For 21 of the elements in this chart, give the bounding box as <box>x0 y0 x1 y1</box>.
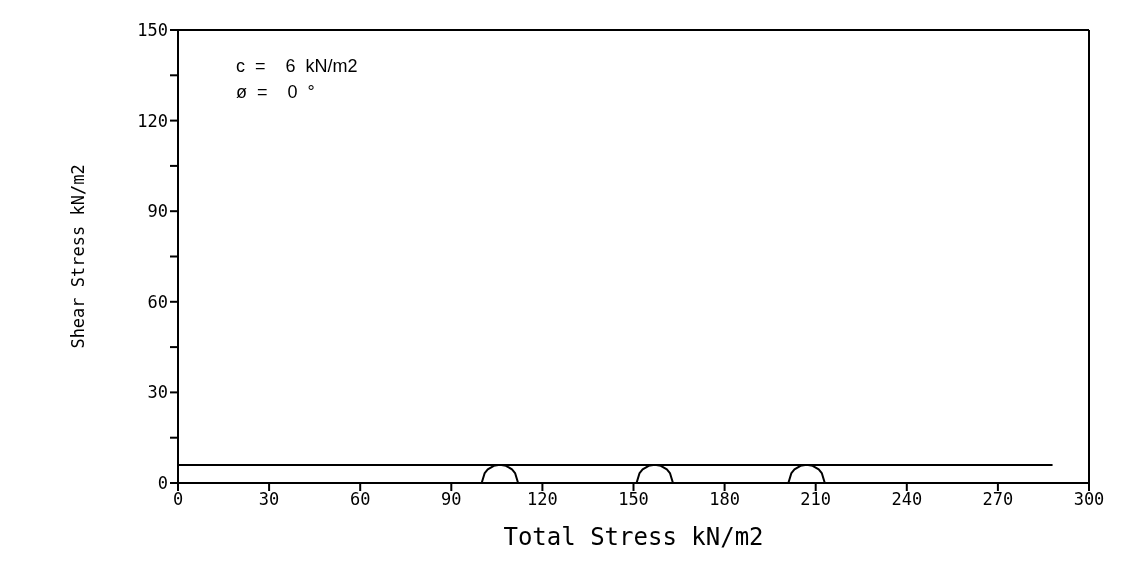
y-tick-label: 120 <box>137 110 168 131</box>
x-tick-label: 240 <box>891 489 923 510</box>
y-axis-title: Shear Stress kN/m2 <box>68 164 89 349</box>
x-tick-label: 60 <box>349 489 371 510</box>
x-tick-label: 0 <box>172 489 184 510</box>
x-tick-label: 120 <box>527 489 558 510</box>
x-tick-label: 210 <box>800 489 832 510</box>
y-tick-label: 90 <box>147 201 168 222</box>
y-tick-label: 30 <box>147 382 168 403</box>
x-tick-label: 30 <box>258 489 280 510</box>
y-tick-label: 0 <box>157 473 168 494</box>
x-tick-label: 90 <box>441 489 462 510</box>
annotation: c = 6 kN/m2 <box>236 56 358 77</box>
x-tick-label: 300 <box>1073 489 1105 510</box>
y-tick-label: 150 <box>137 20 168 41</box>
x-axis-title: Total Stress kN/m2 <box>503 523 764 551</box>
annotation: ø = 0 ° <box>236 82 315 103</box>
x-tick-label: 180 <box>709 489 740 510</box>
y-tick-label: 60 <box>147 291 168 312</box>
x-tick-label: 270 <box>982 489 1014 510</box>
x-tick-label: 150 <box>618 489 649 510</box>
